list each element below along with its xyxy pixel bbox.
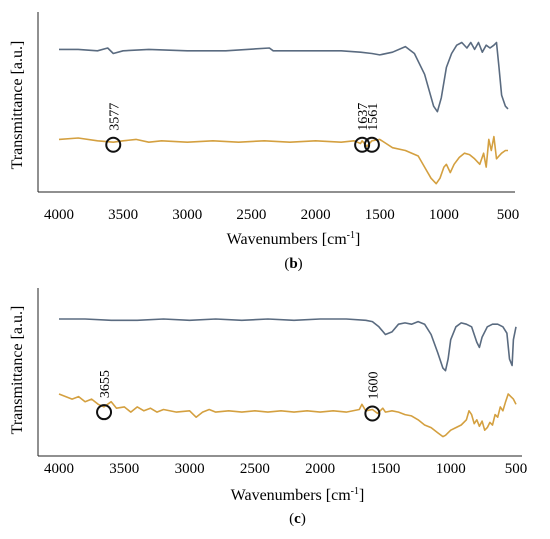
panel-label-letter: b: [289, 256, 297, 272]
x-tick-label: 3000: [175, 461, 205, 477]
x-axis-label-text: Wavenumbers [cm: [231, 487, 352, 504]
x-axis-label-end: ]: [355, 231, 360, 248]
peak-marker-circle: [96, 404, 113, 421]
y-axis-label: Transmittance [a.u.]: [9, 306, 26, 435]
x-tick-label: 4000: [44, 461, 74, 477]
x-axis-label-sup: -1: [347, 230, 355, 241]
peak-label: 1561: [366, 103, 381, 131]
x-tick-label: 3000: [172, 207, 202, 223]
peak-label: 3577: [107, 103, 122, 131]
spectrum-line-upper: [59, 41, 509, 113]
peak-label: 1637: [356, 103, 371, 131]
peak-label: 1600: [366, 371, 381, 399]
panel-label: (c): [289, 511, 306, 527]
x-tick-label: 500: [505, 461, 528, 477]
peak-marker-circle: [105, 136, 122, 153]
panel-label-letter: c: [294, 511, 301, 527]
peak-label: 3655: [98, 370, 113, 398]
panel-label-close: ): [301, 511, 306, 527]
x-tick-label: 1500: [365, 207, 395, 223]
x-tick-label: 500: [497, 207, 520, 223]
peak-marker-circle: [354, 136, 371, 153]
panel-label-open: (: [289, 511, 294, 527]
x-tick-label: 2500: [240, 461, 270, 477]
chart-panel-c: 4000 3500 3000 2500 2000 1500 1000 500 Wavenumbe…: [9, 288, 527, 527]
panel-label-close: ): [298, 256, 303, 272]
panel-label-open: (: [284, 256, 289, 272]
x-axis-label-text: Wavenumbers [cm: [227, 231, 348, 248]
x-tick-label: 4000: [44, 207, 74, 223]
x-tick-label: 3500: [109, 461, 139, 477]
spectrum-line-lower: [58, 135, 508, 185]
spectrum-line-lower: [58, 393, 517, 438]
peak-marker-circle: [363, 136, 380, 153]
x-tick-label: 1000: [436, 461, 466, 477]
x-axis-label: Wavenumbers [cm-1]: [227, 230, 361, 248]
x-tick-label: 2000: [301, 207, 331, 223]
panel-label: (b): [284, 256, 302, 272]
chart-panel-b: 4000 3500 3000 2500 2000 1500 1000 500 Wavenumbe…: [9, 12, 519, 272]
x-tick-label: 3500: [108, 207, 138, 223]
x-axis-label-end: ]: [359, 487, 364, 504]
x-axis-label-sup: -1: [351, 486, 359, 497]
x-tick-label: 1500: [370, 461, 400, 477]
x-tick-label: 2000: [305, 461, 335, 477]
peak-marker-circle: [364, 405, 381, 422]
spectrum-line-upper: [59, 318, 517, 372]
x-tick-label: 1000: [429, 207, 459, 223]
x-tick-label: 2500: [236, 207, 266, 223]
y-axis-label: Transmittance [a.u.]: [9, 41, 26, 170]
x-axis-label: Wavenumbers [cm-1]: [231, 486, 365, 504]
